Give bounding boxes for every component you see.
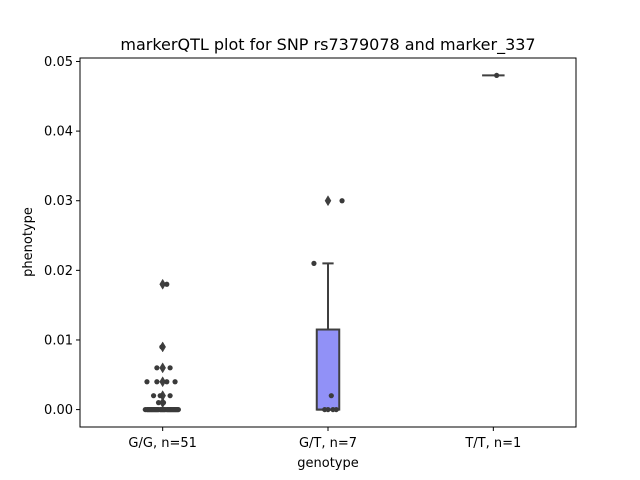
data-point bbox=[339, 198, 345, 204]
data-point bbox=[167, 365, 173, 371]
data-point bbox=[155, 400, 162, 406]
data-point bbox=[150, 393, 157, 399]
y-axis: 0.00 0.01 0.02 0.03 0.04 0.05 bbox=[44, 55, 80, 418]
data-point bbox=[154, 379, 160, 385]
outlier-marker bbox=[324, 195, 332, 207]
data-point bbox=[311, 260, 317, 266]
y-tick-label: 0.02 bbox=[44, 264, 73, 279]
data-point bbox=[157, 393, 163, 399]
data-point bbox=[172, 379, 178, 385]
data-point bbox=[494, 72, 500, 79]
data-point bbox=[160, 406, 166, 413]
data-point bbox=[159, 344, 165, 350]
data-point bbox=[167, 393, 173, 399]
y-tick-label: 0.04 bbox=[44, 125, 73, 140]
data-point bbox=[333, 406, 339, 413]
x-axis-label: genotype bbox=[297, 456, 358, 471]
data-point bbox=[154, 365, 160, 371]
y-axis-label: phenotype bbox=[21, 207, 36, 277]
plot-area bbox=[142, 72, 505, 413]
outlier-marker bbox=[159, 278, 166, 290]
y-tick-label: 0.05 bbox=[44, 55, 73, 70]
outlier-marker bbox=[159, 376, 166, 388]
outlier-marker bbox=[159, 362, 166, 374]
chart-title: markerQTL plot for SNP rs7379078 and mar… bbox=[120, 35, 535, 55]
x-axis: G/G, n=51 G/T, n=7 T/T, n=1 bbox=[128, 427, 521, 451]
data-point bbox=[144, 379, 150, 385]
y-tick-label: 0.00 bbox=[44, 403, 73, 418]
data-point bbox=[325, 406, 331, 413]
data-point bbox=[160, 400, 167, 406]
data-point bbox=[328, 393, 334, 399]
data-point bbox=[150, 406, 156, 413]
data-point bbox=[164, 379, 170, 385]
data-point bbox=[169, 406, 176, 413]
x-tick-label: G/G, n=51 bbox=[128, 436, 196, 451]
x-tick-label: G/T, n=7 bbox=[299, 436, 357, 451]
box-group bbox=[315, 195, 341, 411]
box-iqr bbox=[315, 328, 341, 411]
x-tick-label: T/T, n=1 bbox=[464, 436, 521, 451]
y-tick-label: 0.03 bbox=[44, 194, 73, 209]
box-group bbox=[151, 278, 174, 411]
y-tick-label: 0.01 bbox=[44, 333, 73, 348]
data-point bbox=[164, 281, 170, 287]
